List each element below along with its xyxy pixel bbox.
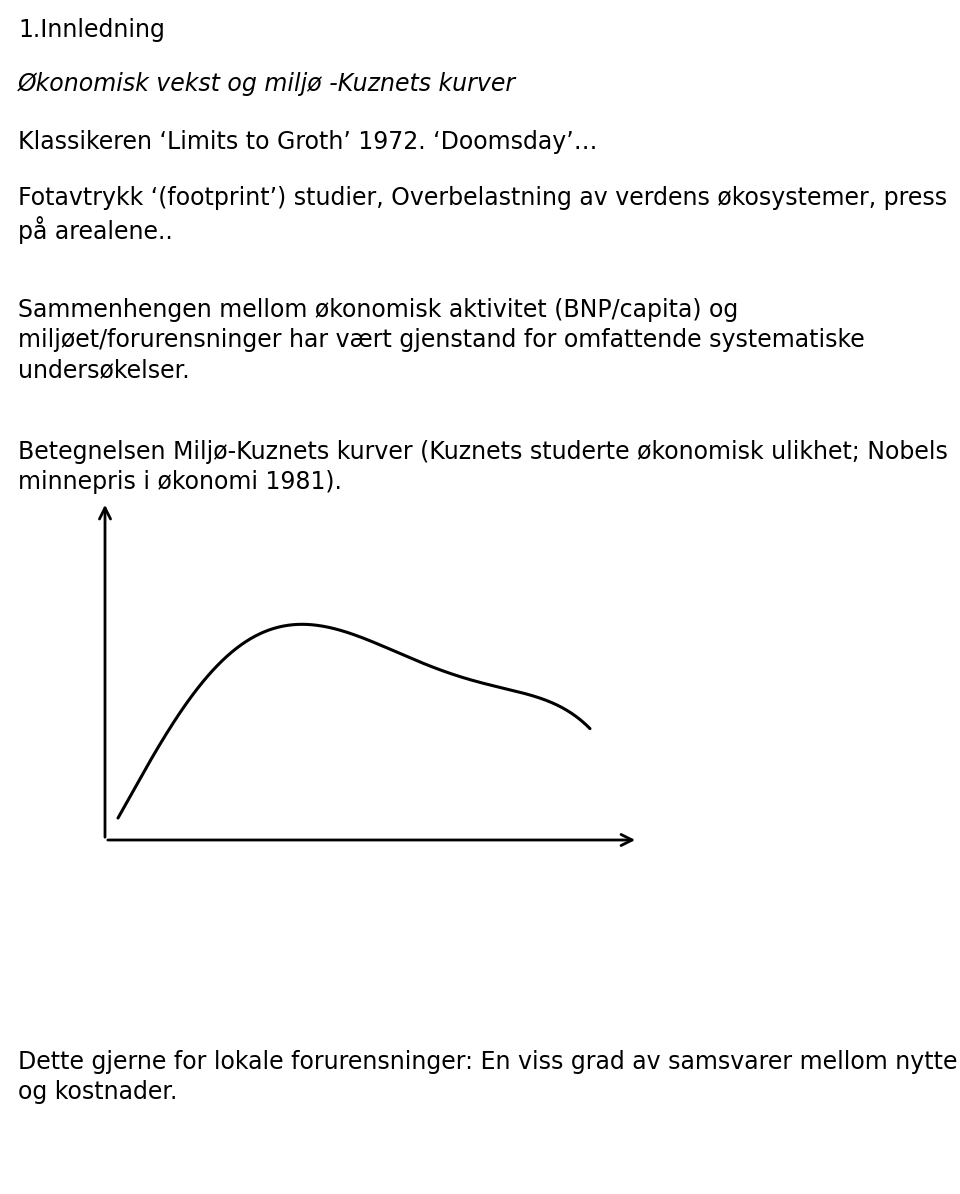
Text: undersøkelser.: undersøkelser. bbox=[18, 358, 190, 382]
Text: minnepris i økonomi 1981).: minnepris i økonomi 1981). bbox=[18, 470, 342, 494]
Text: 1.Innledning: 1.Innledning bbox=[18, 18, 165, 42]
Text: Klassikeren ‘Limits to Groth’ 1972. ‘Doomsday’…: Klassikeren ‘Limits to Groth’ 1972. ‘Doo… bbox=[18, 130, 597, 154]
Text: Betegnelsen Miljø-Kuznets kurver (Kuznets studerte økonomisk ulikhet; Nobels: Betegnelsen Miljø-Kuznets kurver (Kuznet… bbox=[18, 441, 948, 464]
Text: Økonomisk vekst og miljø -Kuznets kurver: Økonomisk vekst og miljø -Kuznets kurver bbox=[18, 72, 516, 96]
Text: Dette gjerne for lokale forurensninger: En viss grad av samsvarer mellom nytte: Dette gjerne for lokale forurensninger: … bbox=[18, 1050, 957, 1073]
Text: på arealene..: på arealene.. bbox=[18, 216, 173, 244]
Text: og kostnader.: og kostnader. bbox=[18, 1081, 178, 1104]
Text: Fotavtrykk ‘(footprint’) studier, Overbelastning av verdens økosystemer, press: Fotavtrykk ‘(footprint’) studier, Overbe… bbox=[18, 186, 948, 210]
Text: Sammenhengen mellom økonomisk aktivitet (BNP/capita) og: Sammenhengen mellom økonomisk aktivitet … bbox=[18, 298, 738, 322]
Text: miljøet/forurensninger har vært gjenstand for omfattende systematiske: miljøet/forurensninger har vært gjenstan… bbox=[18, 328, 865, 352]
